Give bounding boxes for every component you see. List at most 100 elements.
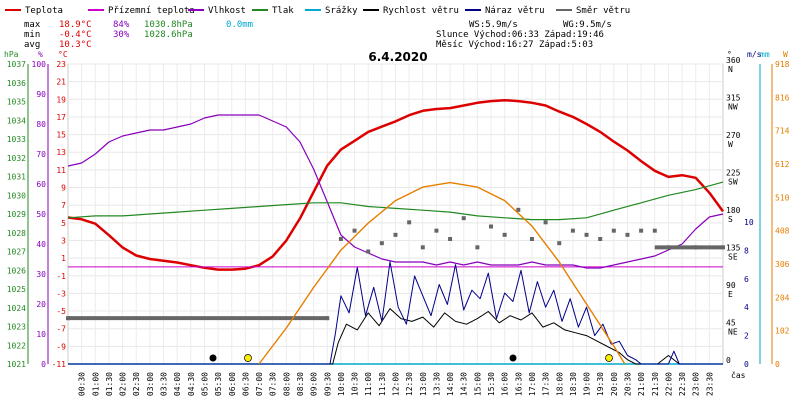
wind-direction-point <box>338 237 343 241</box>
legend-label-2: Vlhkost <box>208 6 246 16</box>
tick-label-time: 04:30 <box>187 372 196 396</box>
tick-label-ms: 4 <box>744 303 749 312</box>
info-ws: WS:5.9m/s <box>469 20 518 30</box>
wind-direction-point <box>652 228 657 233</box>
tick-label-dir: NE <box>728 328 738 337</box>
tick-label-w: 816 <box>775 93 790 102</box>
tick-label-time: 13:00 <box>419 372 428 396</box>
tick-label-hpa: 1022 <box>7 341 26 350</box>
stat-max-temp: 18.9°C <box>59 20 92 30</box>
tick-label-deg: 135 <box>726 244 741 253</box>
info-moon: Měsíc Východ:16:27 Západ:5:03 <box>436 40 593 50</box>
legend-label-6: Náraz větru <box>485 6 545 16</box>
tick-label-degc: 23 <box>56 60 66 69</box>
series-line-8 <box>258 181 626 365</box>
tick-label-time: 02:00 <box>119 372 128 396</box>
tick-label-time: 08:30 <box>296 372 305 396</box>
sun-moon-markers <box>209 354 613 362</box>
stat-min-press: 1028.6hPa <box>144 30 193 40</box>
tick-label-degc: 13 <box>56 148 66 157</box>
sunrise-icon <box>244 354 252 362</box>
tick-label-time: 06:00 <box>228 372 237 396</box>
tick-label-time: 16:30 <box>514 372 523 396</box>
tick-label-degc: -5 <box>56 307 66 316</box>
chart-title: 6.4.2020 <box>368 50 427 64</box>
tick-label-time: 07:30 <box>269 372 278 396</box>
tick-label-time: 01:00 <box>91 372 100 396</box>
tick-label-w: 612 <box>775 160 790 169</box>
tick-label-hpa: 1032 <box>7 154 26 163</box>
tick-label-hpa: 1037 <box>7 60 26 69</box>
stat-min-temp: -0.4°C <box>59 30 92 40</box>
tick-label-time: 21:00 <box>637 372 646 396</box>
tick-label-w: 204 <box>775 293 790 302</box>
tick-label-deg: 45 <box>726 319 736 328</box>
stats-panel: max 18.9°C 84% 1030.8hPa 0.0mm min -0.4°… <box>24 20 253 50</box>
legend-label-5: Rychlost větru <box>383 6 459 16</box>
tick-label-time: 19:30 <box>596 372 605 396</box>
tick-label-pct: 40 <box>36 240 46 249</box>
tick-label-degc: -7 <box>56 325 66 334</box>
tick-label-degc: -9 <box>56 342 66 351</box>
tick-label-ms: 2 <box>744 332 749 341</box>
stat-avg-temp: 10.3°C <box>59 40 92 50</box>
wind-direction-point <box>611 228 616 233</box>
wind-direction-point <box>489 224 494 229</box>
tick-label-pct: 30 <box>36 270 46 279</box>
tick-label-time: 07:00 <box>255 372 264 396</box>
tick-label-time: 14:00 <box>446 372 455 396</box>
wind-direction-point <box>557 241 562 246</box>
wind-direction-point <box>379 241 384 246</box>
tick-label-time: 11:00 <box>364 372 373 396</box>
tick-label-pct: 90 <box>36 90 46 99</box>
tick-label-hpa: 1027 <box>7 248 26 257</box>
tick-label-time: 08:00 <box>282 372 291 396</box>
wind-direction-point <box>393 232 398 237</box>
tick-label-time: 10:00 <box>337 372 346 396</box>
wind-direction-point <box>598 237 603 241</box>
stat-max-press: 1030.8hPa <box>144 20 193 30</box>
tick-label-time: 05:00 <box>200 372 209 396</box>
stat-avg-label: avg <box>24 40 40 50</box>
tick-label-degc: -1 <box>56 272 66 281</box>
tick-label-dir: NW <box>728 103 738 112</box>
moonset-icon <box>209 354 217 362</box>
unit-hpa: hPa <box>4 50 19 59</box>
tick-label-deg: 270 <box>726 131 741 140</box>
tick-label-time: 20:00 <box>610 372 619 396</box>
stat-min-label: min <box>24 30 40 40</box>
stat-max-rain: 0.0mm <box>226 20 253 30</box>
legend-label-4: Srážky <box>325 6 358 16</box>
tick-label-degc: -3 <box>56 289 66 298</box>
tick-label-degc: 19 <box>56 95 66 104</box>
wind-direction-point <box>516 207 521 212</box>
tick-label-time: 02:30 <box>132 372 141 396</box>
tick-label-pct: 20 <box>36 300 46 309</box>
moonrise-icon <box>509 354 517 362</box>
tick-label-time: 11:30 <box>378 372 387 396</box>
tick-label-time: 05:30 <box>214 372 223 396</box>
tick-label-time: 13:30 <box>432 372 441 396</box>
legend: Teplota Přízemní teplota Vlhkost Tlak Srážky… <box>5 6 630 16</box>
tick-label-time: 23:00 <box>692 372 701 396</box>
tick-label-time: 12:30 <box>405 372 414 396</box>
tick-label-dir: S <box>728 215 733 224</box>
tick-label-time: 15:00 <box>473 372 482 396</box>
tick-label-w: 0 <box>775 360 780 369</box>
tick-label-deg: 0 <box>726 356 731 365</box>
tick-label-deg: 225 <box>726 169 741 178</box>
series-line-3 <box>67 181 724 221</box>
tick-label-dir: W <box>728 140 733 149</box>
wind-direction-point <box>461 216 466 221</box>
legend-label-7: Směr větru <box>576 6 630 16</box>
tick-label-degc: -11 <box>52 360 67 369</box>
tick-label-time: 03:30 <box>160 372 169 396</box>
wind-direction-point <box>529 237 534 241</box>
tick-label-degc: 21 <box>56 78 66 87</box>
tick-label-time: 16:00 <box>501 372 510 396</box>
unit-ms: m/s <box>747 50 762 59</box>
tick-label-ms: 8 <box>744 246 749 255</box>
tick-label-time: 03:00 <box>146 372 155 396</box>
